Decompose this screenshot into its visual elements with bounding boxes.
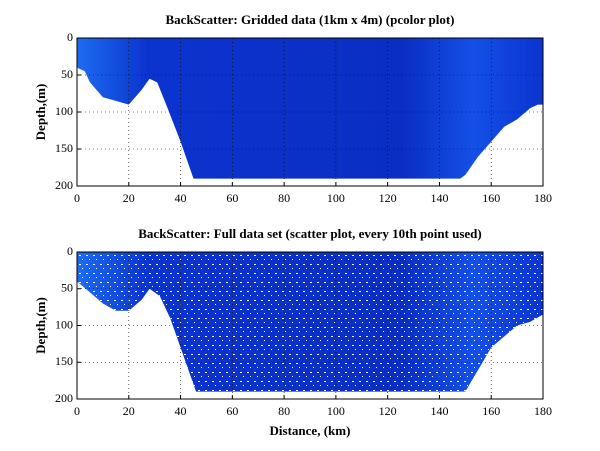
scatter-texture bbox=[77, 252, 543, 392]
x-tick-label: 100 bbox=[327, 404, 345, 418]
y-tick-label: 150 bbox=[55, 141, 73, 155]
y-tick-label: 200 bbox=[55, 391, 73, 405]
x-tick-label: 0 bbox=[74, 191, 80, 205]
y-tick-label: 0 bbox=[67, 30, 73, 44]
chart-title: BackScatter: Full data set (scatter plot… bbox=[138, 226, 482, 241]
x-tick-label: 0 bbox=[74, 404, 80, 418]
x-tick-label: 120 bbox=[379, 404, 397, 418]
y-axis-label: Depth,(m) bbox=[33, 84, 48, 141]
y-tick-label: 200 bbox=[55, 178, 73, 192]
y-tick-label: 50 bbox=[61, 67, 73, 81]
x-tick-label: 140 bbox=[430, 404, 448, 418]
chart-title: BackScatter: Gridded data (1km x 4m) (pc… bbox=[166, 12, 455, 27]
x-tick-label: 20 bbox=[123, 191, 135, 205]
axes-frame bbox=[76, 251, 544, 400]
x-axis-label: Distance, (km) bbox=[270, 423, 351, 438]
y-tick-label: 100 bbox=[55, 317, 73, 331]
x-tick-label: 140 bbox=[430, 191, 448, 205]
y-tick-label: 100 bbox=[55, 104, 73, 118]
x-tick-label: 180 bbox=[534, 404, 552, 418]
x-tick-label: 40 bbox=[175, 191, 187, 205]
x-tick-label: 120 bbox=[379, 191, 397, 205]
x-tick-label: 20 bbox=[123, 404, 135, 418]
y-axis-label: Depth,(m) bbox=[33, 297, 48, 354]
x-tick-label: 80 bbox=[278, 191, 290, 205]
x-tick-label: 60 bbox=[226, 191, 238, 205]
y-tick-label: 150 bbox=[55, 354, 73, 368]
x-tick-label: 180 bbox=[534, 191, 552, 205]
x-tick-label: 160 bbox=[482, 404, 500, 418]
x-tick-label: 40 bbox=[175, 404, 187, 418]
y-tick-label: 50 bbox=[61, 281, 73, 295]
x-tick-label: 60 bbox=[226, 404, 238, 418]
data-area bbox=[77, 38, 543, 179]
x-tick-label: 80 bbox=[278, 404, 290, 418]
x-tick-label: 160 bbox=[482, 191, 500, 205]
y-tick-label: 0 bbox=[67, 244, 73, 258]
axes-frame bbox=[76, 37, 544, 187]
x-tick-label: 100 bbox=[327, 191, 345, 205]
